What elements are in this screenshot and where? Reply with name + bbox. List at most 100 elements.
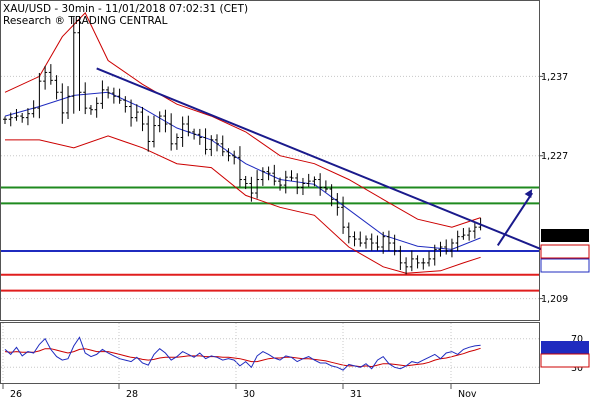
x-tick-label: Nov — [458, 389, 477, 400]
x-tick-label: 26 — [10, 389, 22, 400]
price-bar — [409, 250, 414, 272]
price-bar — [31, 100, 36, 118]
price-bar — [318, 173, 323, 196]
price-bar — [375, 235, 380, 251]
price-bar — [449, 238, 454, 258]
price-bar — [404, 257, 409, 275]
rsi-badge-box — [541, 341, 589, 354]
price-bar — [232, 150, 237, 165]
price-bar — [100, 80, 105, 109]
price-bar — [243, 175, 248, 190]
price-bar — [278, 177, 283, 191]
price-tick-label: 1,237 — [541, 72, 568, 83]
price-bar — [283, 170, 288, 194]
price-bar — [249, 176, 254, 202]
price-bar — [312, 176, 317, 187]
price-bar — [363, 235, 368, 249]
price-bar — [289, 170, 294, 181]
price-bar — [71, 17, 76, 114]
price-bar — [43, 65, 48, 90]
price-bar — [352, 231, 357, 247]
price-bar — [3, 116, 7, 124]
price-bar — [8, 112, 13, 127]
price-bar — [66, 86, 71, 119]
price-bar — [226, 148, 231, 162]
price-bar — [146, 115, 151, 152]
price-bar — [186, 115, 191, 137]
price-badge-box — [540, 244, 590, 259]
price-bar — [203, 128, 208, 155]
price-bar — [444, 239, 449, 255]
price-bar — [323, 180, 328, 193]
price-bar — [129, 99, 134, 127]
price-bar — [415, 255, 420, 269]
price-bar — [220, 135, 225, 157]
price-bar — [157, 111, 162, 133]
price-bar — [169, 113, 174, 151]
price-bar — [123, 96, 128, 113]
rsi-tick-label: 70 — [571, 334, 583, 345]
price-tick-label: 1,209 — [541, 294, 568, 305]
price-bar — [140, 106, 145, 132]
price-bar — [83, 82, 88, 115]
price-bar — [398, 245, 403, 271]
projection-arrow-head — [524, 189, 533, 199]
price-bar — [163, 109, 168, 133]
price-bar — [427, 251, 432, 267]
rsi-ma-line — [4, 347, 481, 368]
price-bar — [455, 230, 460, 252]
rsi-panel-frame — [0, 322, 540, 384]
price-bar — [237, 146, 242, 187]
price-bar — [151, 115, 156, 148]
price-bar — [346, 222, 351, 244]
price-bar — [54, 75, 59, 100]
price-bar — [335, 193, 340, 216]
price-bar — [197, 128, 202, 145]
price-bar — [386, 230, 391, 252]
price-bar — [341, 196, 346, 234]
x-tick-label: 31 — [350, 389, 362, 400]
price-badge-box — [540, 258, 590, 273]
price-bar — [260, 167, 265, 186]
chart-header-source: Research ® TRADING CENTRAL — [3, 15, 168, 27]
price-bar — [48, 64, 53, 85]
price-tick-label: 1,227 — [541, 151, 568, 162]
x-tick-label: 28 — [126, 389, 138, 400]
price-bar — [111, 87, 116, 104]
price-bar — [329, 184, 334, 207]
price-bar — [180, 116, 185, 147]
price-badge-box — [541, 229, 589, 242]
price-bar — [306, 173, 311, 187]
price-bar — [266, 166, 271, 181]
price-bar — [392, 234, 397, 256]
price-bar — [472, 221, 477, 239]
price-bar — [209, 135, 214, 157]
bollinger-lower-line — [5, 135, 481, 274]
price-bar — [358, 231, 363, 247]
price-bar — [134, 104, 139, 122]
price-bar — [255, 170, 260, 199]
price-bar — [300, 177, 305, 196]
price-bar — [467, 227, 472, 241]
price-panel-frame — [0, 0, 540, 321]
price-bar — [369, 233, 374, 251]
x-tick-label: 30 — [243, 389, 255, 400]
price-bar — [438, 241, 443, 257]
rsi-line — [4, 336, 481, 371]
price-bar — [272, 164, 277, 186]
rsi-tick-label: 30 — [571, 363, 583, 374]
price-bar — [77, 16, 82, 111]
price-bar — [117, 88, 122, 104]
chart-header-title: XAU/USD - 30min - 11/01/2018 07:02:31 (C… — [3, 3, 248, 15]
rsi-badge-box — [540, 353, 590, 368]
price-bar — [381, 231, 386, 254]
downtrend-line — [96, 67, 544, 252]
price-bar — [421, 258, 426, 270]
price-bar — [88, 105, 93, 115]
price-bar — [14, 108, 19, 121]
price-bar — [192, 128, 197, 140]
price-bar — [174, 133, 179, 150]
price-bar — [37, 72, 42, 119]
